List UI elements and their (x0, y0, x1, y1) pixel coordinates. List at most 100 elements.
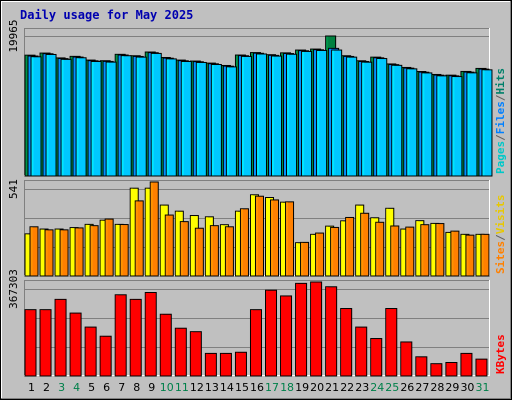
visits-visits-bar-highlight (190, 216, 193, 276)
visits-legend-sites: Sites (494, 241, 507, 274)
hits-hits-bar-highlight (401, 67, 404, 176)
kbytes-kbytes-bar-highlight (115, 295, 118, 376)
kbytes-kbytes-bar (280, 295, 293, 377)
hits-hits-bar-highlight (85, 60, 88, 176)
day-label: 10 (160, 381, 174, 394)
kbytes-kbytes-bar-highlight (386, 309, 389, 376)
hits-pages-bar (391, 64, 403, 177)
visits-sites-bar (405, 226, 415, 277)
kbytes-kbytes-bar-highlight (446, 362, 449, 376)
hits-files-bar-highlight (389, 65, 392, 176)
hits-pages-bar (255, 53, 267, 177)
hits-hits-bar-highlight (70, 56, 73, 176)
visits-legend-visits: Visits (494, 195, 507, 235)
hits-pages-bar (331, 49, 343, 177)
visits-sites-bar-highlight (135, 201, 138, 276)
hits-ymax-label: 19965 (7, 19, 20, 52)
hits-pages-bar-highlight (91, 61, 94, 176)
hits-pages-bar-highlight (136, 57, 139, 176)
visits-ymax-label: 541 (7, 179, 20, 199)
hits-hits-bar-highlight (190, 61, 193, 176)
day-label: 1 (28, 381, 35, 394)
visits-sites-bar (59, 229, 69, 277)
hits-files-bar-highlight (419, 72, 422, 176)
kbytes-kbytes-bar-highlight (235, 352, 238, 376)
kbytes-kbytes-bar-highlight (281, 296, 284, 376)
hits-hits-bar-highlight (55, 58, 58, 176)
hits-pages-bar (451, 76, 463, 177)
kbytes-kbytes-bar-highlight (341, 309, 344, 376)
hits-pages-bar-highlight (392, 65, 395, 176)
hits-pages-bar-highlight (377, 59, 380, 176)
visits-sites-bar (345, 216, 355, 277)
hits-pages-bar-highlight (121, 56, 124, 176)
visits-sites-bar-highlight (30, 227, 33, 276)
kbytes-kbytes-bar (430, 363, 443, 377)
hits-pages-bar-highlight (407, 69, 410, 176)
hits-pages-bar (195, 61, 207, 177)
hits-legend-files: Files (494, 101, 507, 134)
hits-hits-bar-highlight (341, 56, 344, 176)
visits-sites-bar (194, 227, 204, 277)
day-label: 23 (355, 381, 369, 394)
visits-visits-bar-highlight (205, 217, 208, 276)
kbytes-kbytes-bar-highlight (476, 359, 479, 376)
visits-sites-bar (224, 226, 234, 277)
hits-pages-bar (436, 75, 448, 177)
visits-sites-bar-highlight (165, 215, 168, 276)
visits-sites-bar-highlight (195, 228, 198, 276)
hits-files-bar-highlight (359, 61, 362, 176)
hits-pages-bar (316, 49, 328, 177)
kbytes-ymax-label: 367303 (7, 269, 20, 309)
hits-pages-bar-highlight (151, 53, 154, 176)
hits-files-bar-highlight (284, 54, 287, 176)
visits-sites-bar (315, 232, 325, 277)
visits-visits-bar-highlight (431, 223, 434, 276)
kbytes-kbytes-bar (189, 331, 202, 377)
hits-files-bar-highlight (178, 61, 181, 176)
hits-hits-bar-highlight (296, 50, 299, 176)
kbytes-kbytes-bar (234, 351, 247, 377)
kbytes-kbytes-bar (340, 308, 353, 377)
visits-sites-bar-highlight (481, 234, 484, 276)
hits-hits-bar-highlight (100, 61, 103, 176)
hits-hits-bar-highlight (25, 55, 28, 176)
day-label: 24 (370, 381, 384, 394)
hits-pages-bar-highlight (46, 54, 49, 176)
kbytes-kbytes-bar-highlight (326, 287, 329, 376)
visits-sites-bar-highlight (346, 217, 349, 276)
visits-sites-bar-highlight (376, 222, 379, 276)
visits-visits-bar-highlight (55, 229, 58, 276)
hits-hits-bar-highlight (386, 64, 389, 176)
visits-sites-bar (435, 223, 445, 277)
visits-sites-bar (300, 241, 310, 277)
chart-title: Daily usage for May 2025 (20, 8, 193, 22)
visits-sites-bar (480, 233, 490, 277)
hits-pages-bar-highlight (166, 59, 169, 176)
visits-sites-bar (149, 181, 159, 277)
kbytes-kbytes-bar (460, 352, 473, 377)
kbytes-kbytes-bar-highlight (25, 310, 28, 376)
kbytes-kbytes-bar (24, 309, 37, 377)
visits-sites-bar-highlight (436, 224, 439, 276)
visits-sites-bar-highlight (240, 209, 243, 276)
visits-visits-bar-highlight (311, 234, 314, 276)
hits-legend-pages: Pages (494, 141, 507, 174)
hits-hits-bar-highlight (160, 57, 163, 176)
hits-files-bar-highlight (449, 76, 452, 176)
hits-files-bar-highlight (344, 56, 347, 176)
visits-legend-sep: / (494, 234, 507, 241)
day-label: 25 (385, 381, 399, 394)
visits-sites-bar-highlight (451, 231, 454, 276)
kbytes-kbytes-bar-highlight (461, 353, 464, 376)
kbytes-kbytes-bar (385, 308, 398, 377)
kbytes-kbytes-bar (69, 312, 82, 377)
day-label: 6 (103, 381, 110, 394)
visits-visits-bar-highlight (100, 220, 103, 276)
kbytes-kbytes-bar-highlight (40, 310, 43, 376)
visits-sites-bar-highlight (120, 225, 123, 276)
day-label: 21 (325, 381, 339, 394)
hits-hits-bar-highlight (40, 53, 43, 176)
